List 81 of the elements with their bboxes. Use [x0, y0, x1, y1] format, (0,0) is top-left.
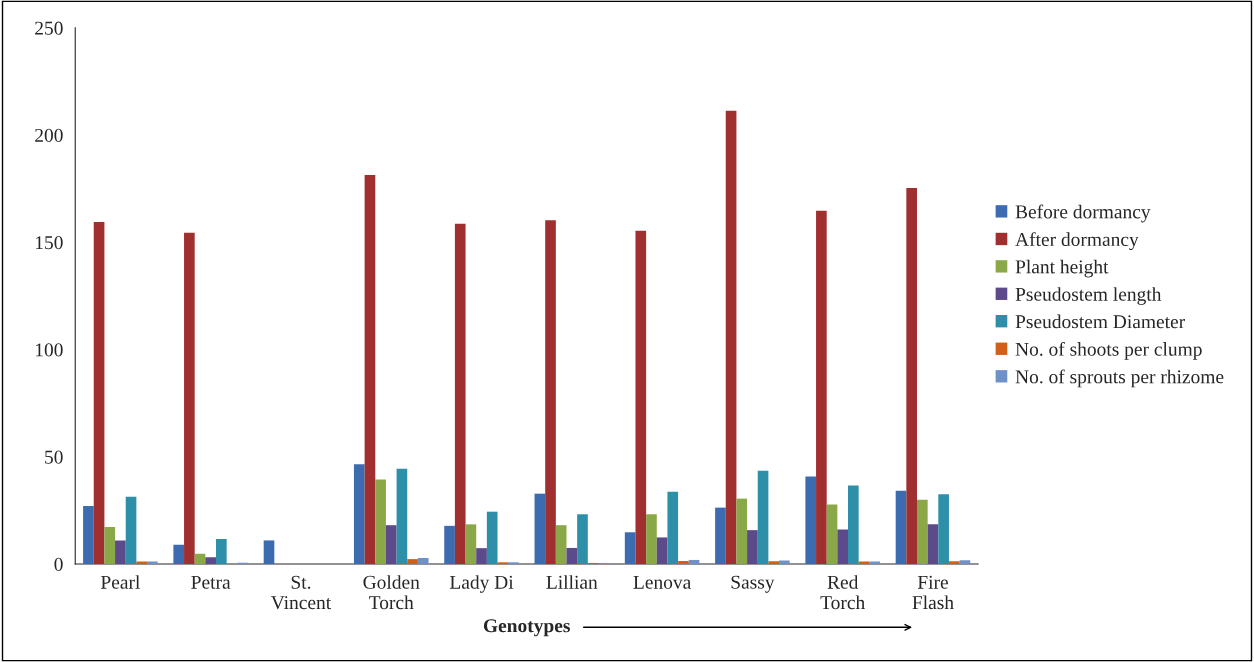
bar	[205, 557, 216, 565]
y-tick-label: 100	[35, 343, 63, 357]
bar	[917, 499, 928, 565]
x-tick-label: Sassy	[731, 575, 775, 593]
bar	[173, 544, 185, 565]
bar	[768, 561, 780, 565]
bar	[747, 530, 758, 565]
legend-label: Plant height	[1015, 259, 1109, 278]
x-tick-label: Golden Torch	[363, 575, 420, 610]
bar	[566, 547, 578, 565]
y-tick-label: 50	[45, 450, 63, 464]
x-tick-label: Lenova	[633, 575, 691, 589]
bar	[417, 558, 429, 565]
bar	[534, 493, 546, 565]
bar	[869, 561, 880, 565]
bar	[263, 540, 275, 565]
bar	[678, 561, 689, 565]
bar	[216, 538, 227, 565]
x-tick-label: Lillian	[546, 575, 598, 589]
bar	[104, 526, 116, 565]
bar	[184, 232, 195, 565]
bar	[736, 498, 748, 565]
bar	[895, 490, 907, 565]
bar	[826, 504, 838, 565]
bar	[486, 511, 498, 565]
bar	[93, 221, 105, 565]
bar	[688, 559, 700, 565]
bar	[476, 548, 487, 565]
bar	[816, 210, 827, 565]
bar	[959, 560, 971, 565]
bar	[848, 485, 859, 565]
bar	[147, 561, 158, 565]
bar	[757, 470, 769, 565]
bar	[624, 532, 636, 565]
x-tick-label: Fire Flash	[912, 575, 954, 610]
bar	[364, 174, 376, 565]
bar	[646, 514, 657, 565]
y-tick-label: 150	[35, 236, 63, 250]
legend-label: After dormancy	[1015, 232, 1139, 251]
legend-label: Before dormancy	[1015, 204, 1151, 223]
legend-label: Pseudostem Diameter	[1015, 314, 1185, 329]
bar	[375, 479, 386, 565]
bar	[115, 540, 126, 565]
x-tick-label: Red Torch	[820, 575, 865, 610]
bar	[125, 496, 137, 565]
y-tick-label: 250	[35, 21, 63, 35]
bar	[805, 476, 817, 565]
bar	[194, 553, 206, 565]
x-tick-label: Lady Di	[449, 575, 514, 593]
bar	[396, 468, 408, 565]
bar	[83, 506, 94, 565]
x-tick-label: Petra	[191, 575, 231, 589]
bar	[545, 220, 556, 565]
bar	[407, 559, 418, 565]
bar	[667, 491, 679, 565]
bar	[444, 525, 455, 565]
bar	[948, 561, 960, 565]
bar	[858, 561, 870, 565]
y-tick-label: 200	[35, 128, 63, 142]
legend-label: No. of shoots per clump	[1015, 341, 1202, 360]
bar	[577, 514, 588, 565]
legend-label: No. of sprouts per rhizome	[1015, 369, 1224, 388]
bar	[906, 188, 917, 565]
bar	[136, 561, 148, 565]
bar	[837, 529, 849, 565]
x-tick-label: St. Vincent	[270, 575, 332, 610]
bar	[725, 110, 737, 565]
bar	[715, 507, 726, 565]
bar	[465, 524, 477, 565]
x-tick-label: Pearl	[100, 575, 140, 589]
bar	[656, 537, 668, 565]
bar	[927, 524, 939, 565]
bar	[555, 525, 567, 565]
bar	[353, 464, 365, 565]
bar	[454, 223, 466, 565]
bar	[635, 230, 647, 565]
bar	[938, 494, 949, 565]
y-tick-label: 0	[54, 557, 63, 571]
legend-label: Pseudostem length	[1015, 287, 1162, 305]
x-axis-title: Genotypes	[483, 619, 570, 637]
bar	[385, 525, 397, 565]
